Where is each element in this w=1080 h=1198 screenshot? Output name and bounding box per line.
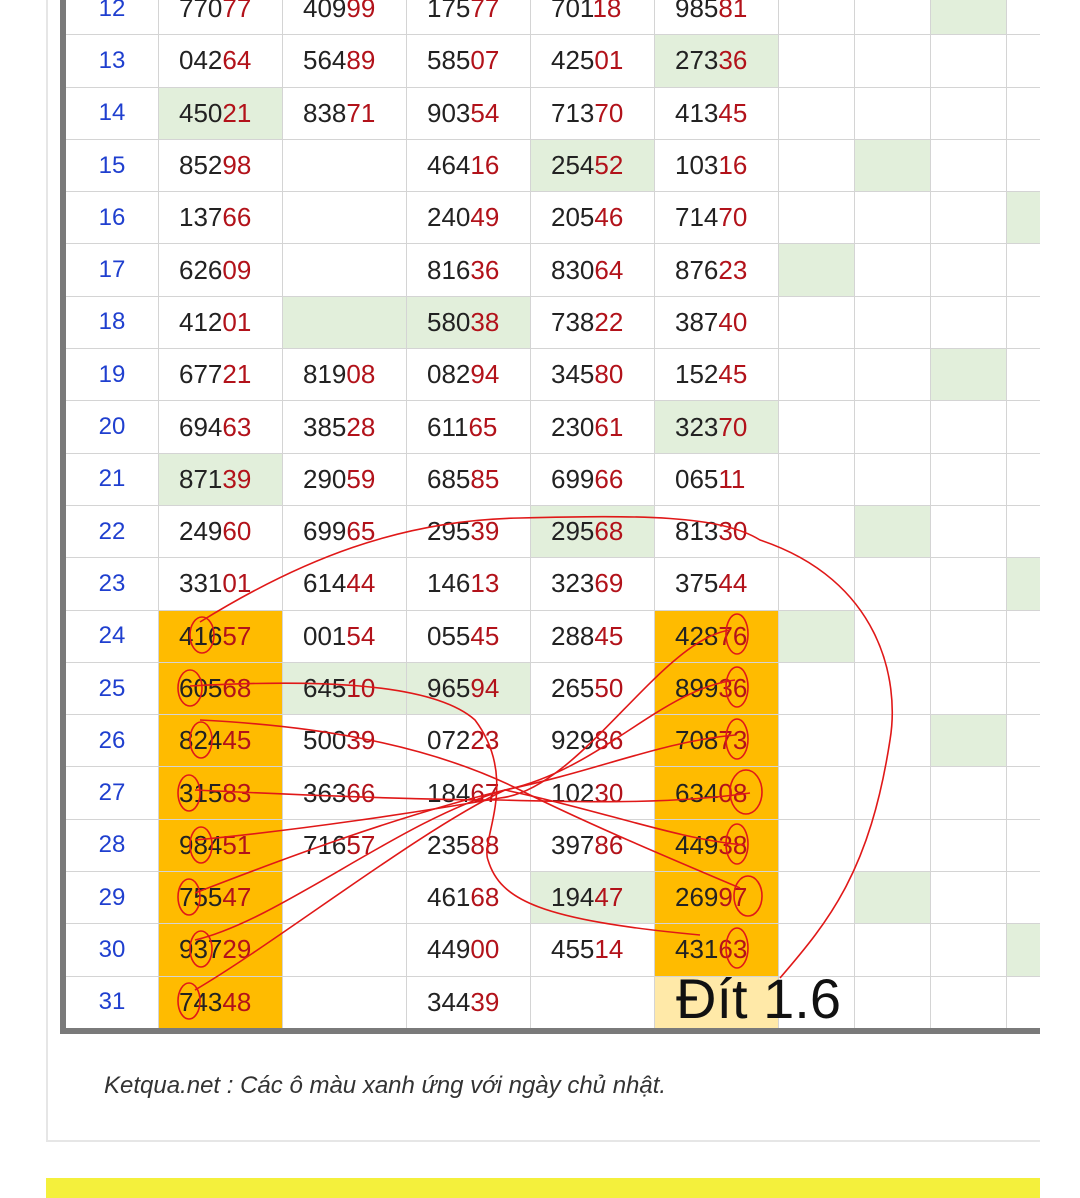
annotation-label: Đít 1.6 bbox=[676, 966, 841, 1031]
ink-line bbox=[200, 720, 740, 888]
ink-circle bbox=[726, 614, 748, 654]
ink-line bbox=[195, 790, 750, 802]
ink-circle bbox=[190, 722, 212, 758]
ink-line bbox=[195, 630, 730, 840]
ink-circle bbox=[178, 775, 200, 811]
ink-circle bbox=[178, 983, 200, 1019]
ink-circle bbox=[190, 931, 212, 967]
ink-circle bbox=[726, 667, 748, 707]
ink-circle bbox=[178, 670, 202, 706]
footer-note: Ketqua.net : Các ô màu xanh ứng với ngày… bbox=[104, 1072, 666, 1100]
ink-circle bbox=[190, 827, 212, 863]
ink-circle bbox=[734, 876, 762, 916]
ink-circle bbox=[178, 879, 200, 915]
ink-circle bbox=[730, 770, 762, 814]
next-section-bar bbox=[46, 1178, 1040, 1198]
ink-circle bbox=[190, 617, 214, 653]
ink-circle bbox=[726, 928, 748, 968]
ink-line bbox=[190, 683, 700, 935]
right-edge bbox=[1040, 0, 1080, 1184]
ink-circle bbox=[726, 719, 748, 759]
ink-line bbox=[195, 790, 745, 990]
